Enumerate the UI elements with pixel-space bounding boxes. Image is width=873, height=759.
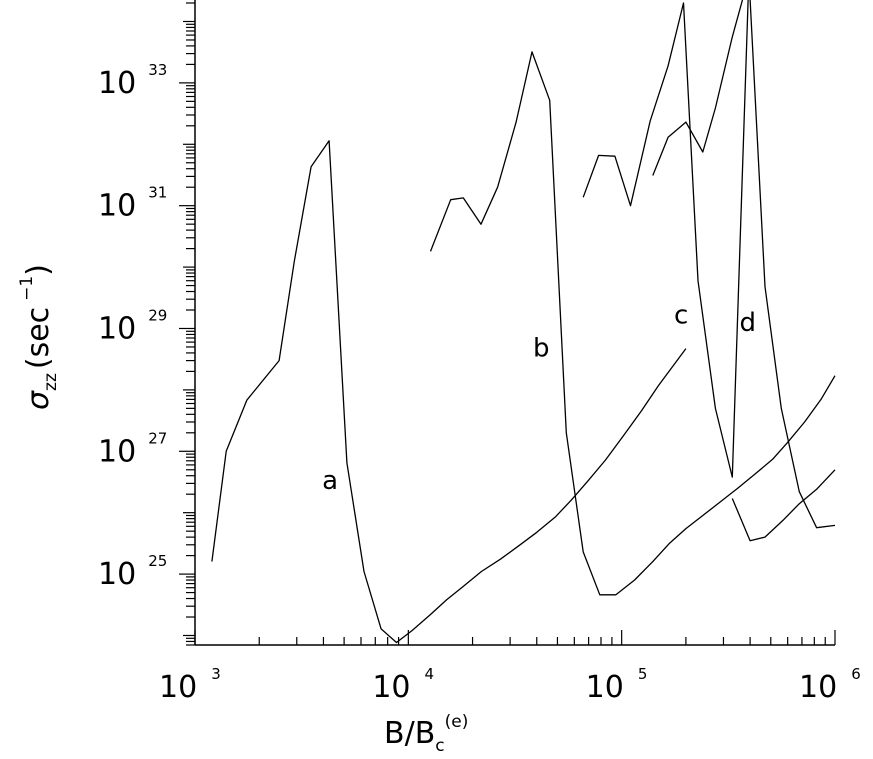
x-tick-label: 10 6 [799, 665, 861, 705]
y-tick-label: 10 27 [98, 429, 167, 469]
tick-labels: 10 3 10 4 10 5 10 6 10 25 10 27 10 29 10 31 10 33 [98, 61, 861, 705]
curve-label-a: a [322, 466, 338, 496]
y-axis-label: σzz(sec−1) [17, 264, 61, 410]
series-line-b-high [582, 0, 749, 478]
y-tick-label: 10 33 [98, 61, 167, 101]
curve-label-b: b [533, 334, 550, 364]
y-tick-label: 10 25 [98, 552, 167, 592]
x-tick-label: 10 3 [159, 665, 221, 705]
curve-label-d: d [740, 308, 757, 338]
y-tick-label: 10 31 [98, 184, 167, 224]
x-tick-label: 10 5 [586, 665, 648, 705]
x-axis-label: B/Bc(e) [384, 712, 468, 756]
curve-label-c: c [674, 300, 688, 330]
series-line-c [731, 469, 836, 542]
y-tick-label: 10 29 [98, 306, 167, 346]
series-group [211, 0, 836, 644]
x-tick-label: 10 4 [372, 665, 434, 705]
series-line-a-high [211, 140, 687, 644]
series-line-a-low [429, 51, 836, 596]
ticks [179, 2, 836, 646]
annotations: a b c d [322, 300, 756, 496]
series-line-b-low [652, 0, 836, 529]
